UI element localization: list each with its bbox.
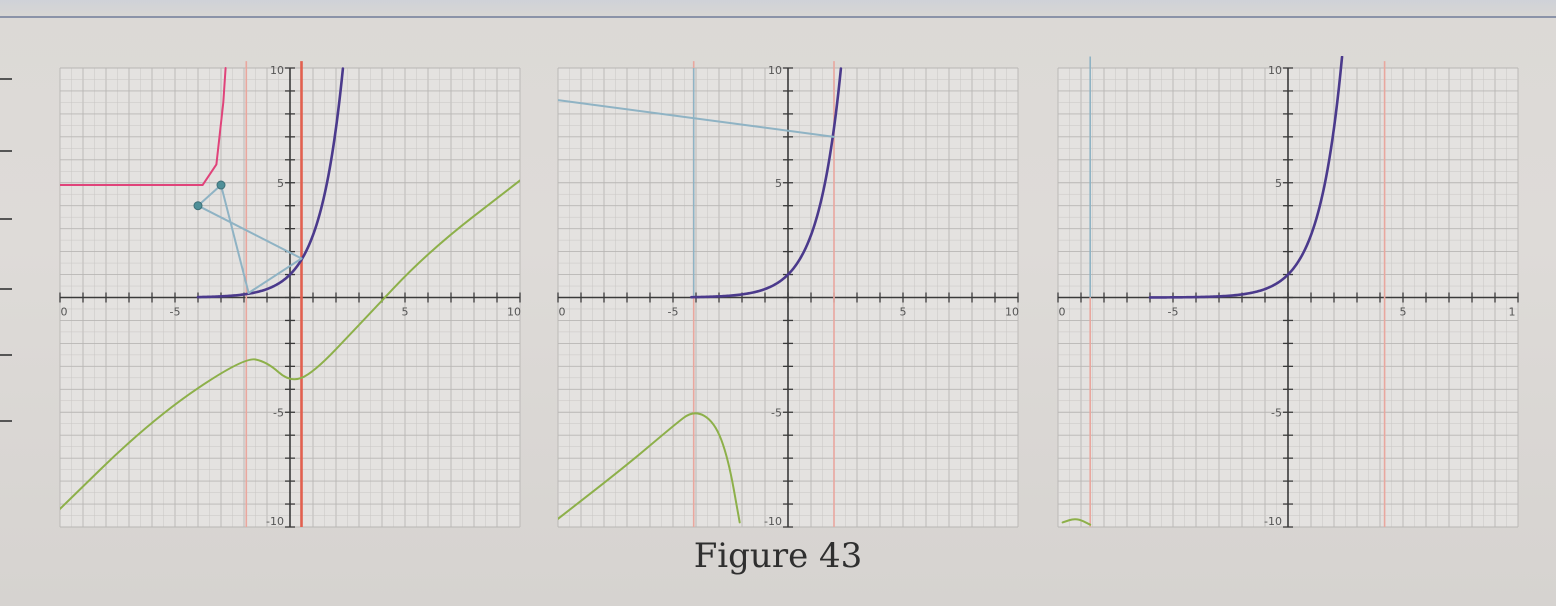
margin-tick <box>0 420 12 422</box>
figure-caption: Figure 43 <box>0 536 1556 576</box>
y-tick-label: 5 <box>775 177 782 190</box>
x-tick-label: 0 <box>1059 306 1066 319</box>
graph-middle-svg: 0 -5 5 10 10 5 -5 -10 <box>557 61 1019 528</box>
margin-tick <box>0 218 12 220</box>
plot-marks <box>558 61 843 527</box>
teal-curve <box>558 99 835 138</box>
x-tick-label: 0 <box>559 306 566 319</box>
y-tick-label: -10 <box>1264 515 1282 528</box>
y-tick-label: -10 <box>266 515 284 528</box>
y-tick-label: -10 <box>764 515 782 528</box>
green-curve <box>558 412 741 524</box>
graph-panel-right: 0 -5 5 1 10 5 -5 -10 <box>1048 56 1528 535</box>
teal-curve <box>197 204 303 260</box>
y-tick-label: -5 <box>273 406 284 419</box>
figure-caption-text: Figure 43 <box>693 536 863 576</box>
margin-tick <box>0 78 12 80</box>
x-tick-label: 5 <box>900 306 907 319</box>
y-tick-label: -5 <box>771 406 782 419</box>
green-curve <box>60 179 520 511</box>
point-marker <box>216 180 226 190</box>
y-tick-label: 5 <box>277 177 284 190</box>
x-tick-label: 10 <box>1005 306 1019 319</box>
x-tick-label: 5 <box>1400 306 1407 319</box>
margin-tick <box>0 150 12 152</box>
exp-curve <box>1148 56 1344 299</box>
y-tick-label: 5 <box>1275 177 1282 190</box>
magenta-curve <box>60 67 227 187</box>
x-tick-label: 0 <box>61 306 68 319</box>
x-tick-label: 5 <box>402 306 409 319</box>
margin-tick <box>0 354 12 356</box>
exp-curve <box>196 67 345 299</box>
x-tick-label: -5 <box>668 306 679 319</box>
graph-panel-middle: 0 -5 5 10 10 5 -5 -10 <box>548 60 1028 535</box>
graph-right-svg: 0 -5 5 1 10 5 -5 -10 <box>1057 56 1519 528</box>
x-tick-label: 10 <box>507 306 521 319</box>
exp-curve <box>690 67 843 299</box>
green-curve <box>1061 518 1092 526</box>
graph-panel-left: 0 -5 5 10 10 5 -5 -10 <box>50 60 530 535</box>
y-tick-label: -5 <box>1271 406 1282 419</box>
y-tick-label: 10 <box>1268 64 1282 77</box>
x-tick-label: -5 <box>170 306 181 319</box>
x-tick-label: -5 <box>1168 306 1179 319</box>
y-tick-label: 10 <box>270 64 284 77</box>
graph-left-svg: 0 -5 5 10 10 5 -5 -10 <box>59 61 521 528</box>
x-tick-label: 1 <box>1509 306 1516 319</box>
top-page-rule <box>0 0 1556 18</box>
y-tick-label: 10 <box>768 64 782 77</box>
teal-curve <box>247 257 303 294</box>
margin-tick <box>0 288 12 290</box>
plot-marks <box>1061 56 1386 527</box>
plot-marks <box>60 61 520 527</box>
point-marker <box>193 201 203 211</box>
